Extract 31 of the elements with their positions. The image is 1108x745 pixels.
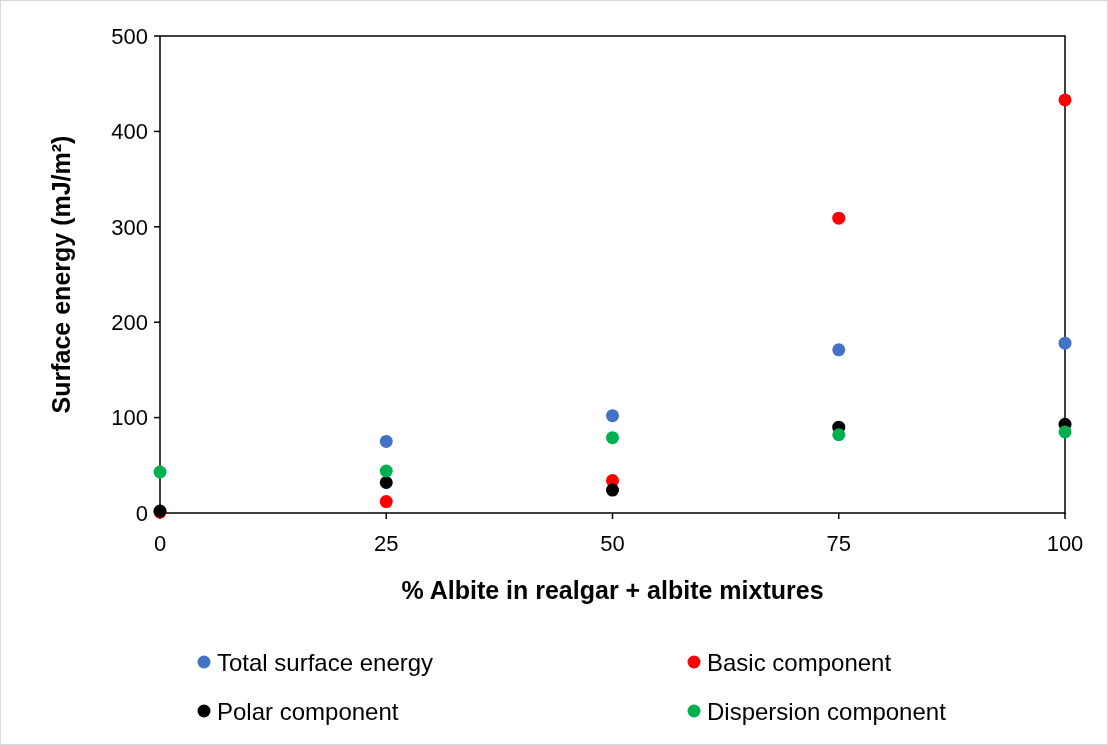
x-tick-label: 100 <box>1046 531 1084 556</box>
point <box>832 428 846 442</box>
point <box>1058 425 1072 439</box>
legend-label: Polar component <box>217 698 399 726</box>
y-tick-label: 400 <box>111 119 148 145</box>
x-tick-label: 75 <box>826 531 851 556</box>
y-tick-label: 500 <box>111 23 148 49</box>
point <box>379 434 393 448</box>
legend-label: Total surface energy <box>217 649 434 677</box>
point <box>606 483 619 497</box>
point <box>379 464 393 478</box>
legend-label: Dispersion component <box>707 698 947 726</box>
y-tick-label: 300 <box>111 214 148 240</box>
point <box>153 465 167 479</box>
legend-label: Basic component <box>707 649 892 677</box>
point <box>1058 93 1072 107</box>
point <box>379 495 393 509</box>
point <box>379 475 393 489</box>
point <box>832 211 846 225</box>
y-tick-label: 0 <box>135 500 148 526</box>
point <box>832 343 846 357</box>
x-tick-label: 0 <box>153 531 167 556</box>
y-tick-label: 200 <box>111 309 148 335</box>
y-axis-title: Surface energy (mJ/m²) <box>47 135 75 414</box>
y-tick-label: 100 <box>111 405 148 431</box>
point <box>606 409 619 423</box>
point <box>606 431 619 445</box>
x-tick-label: 25 <box>374 531 399 556</box>
x-axis-title: % Albite in realgar + albite mixtures <box>401 576 824 604</box>
point <box>1058 336 1072 350</box>
x-tick-label: 50 <box>600 531 625 556</box>
